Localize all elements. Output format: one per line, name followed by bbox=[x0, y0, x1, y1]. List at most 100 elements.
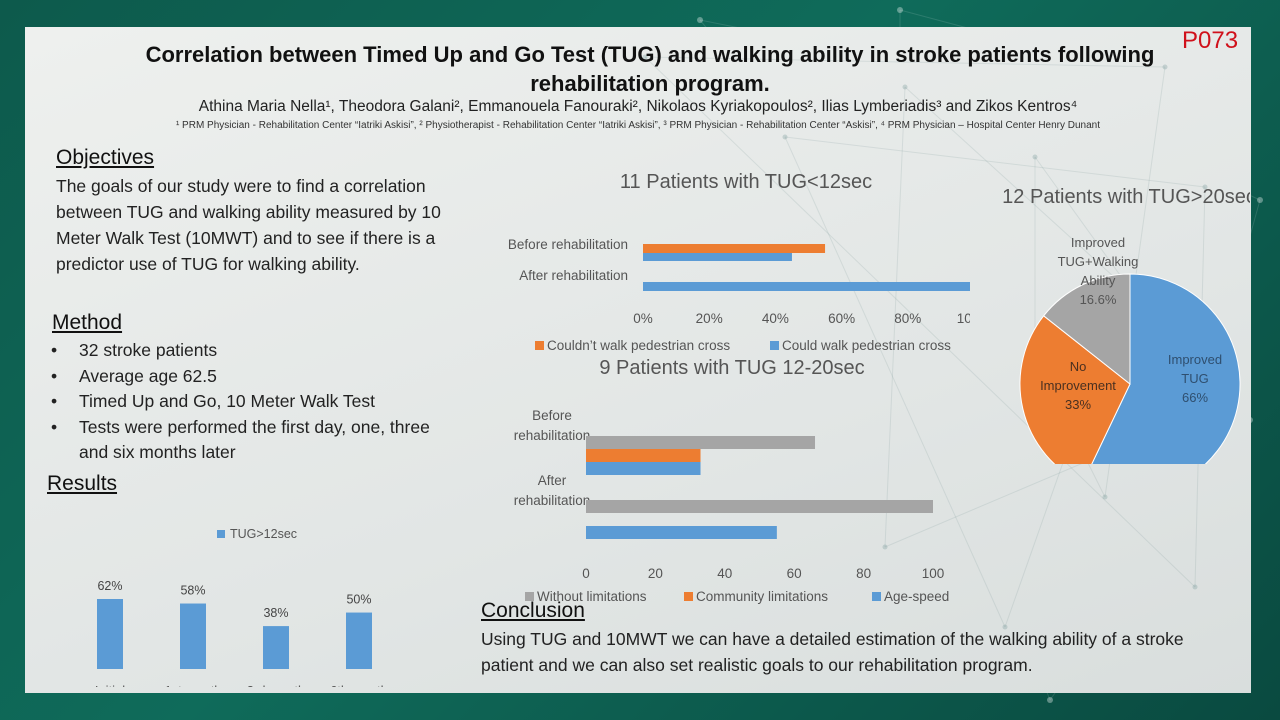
network-node bbox=[1257, 197, 1263, 203]
legend-swatch bbox=[217, 530, 225, 538]
legend-swatch bbox=[872, 592, 881, 601]
tick-label: 0% bbox=[633, 311, 653, 326]
category-label: After bbox=[538, 473, 567, 488]
network-node bbox=[1032, 154, 1038, 160]
poster-title: Correlation between Timed Up and Go Test… bbox=[145, 42, 1155, 96]
category-label: 1st month bbox=[164, 683, 221, 687]
data-label: 62% bbox=[97, 579, 122, 593]
network-node bbox=[1102, 494, 1108, 500]
network-node bbox=[1202, 184, 1208, 190]
slice-label: Improvement bbox=[1040, 378, 1116, 393]
tick-label: 80% bbox=[894, 311, 921, 326]
network-node bbox=[1192, 584, 1198, 590]
bar bbox=[586, 436, 816, 449]
poster-code: P073 bbox=[1182, 27, 1239, 54]
bar bbox=[586, 526, 777, 539]
bar bbox=[263, 626, 289, 669]
results-bar-chart: TUG>12sec 62% Initial 58% 1st month 38% 3rd mo… bbox=[95, 527, 388, 687]
slice-label: Ability bbox=[1081, 273, 1116, 288]
tug-under-12-chart: 11 Patients with TUG<12sec Before rehabil… bbox=[508, 171, 970, 353]
bar bbox=[346, 612, 372, 669]
network-node bbox=[897, 7, 903, 13]
legend-label: Without limitations bbox=[537, 589, 647, 604]
chart-title: 11 Patients with TUG<12sec bbox=[620, 171, 872, 193]
network-node bbox=[642, 54, 648, 60]
tick-label: 60 bbox=[787, 566, 802, 581]
legend-swatch bbox=[525, 592, 534, 601]
network-line bbox=[644, 56, 1166, 68]
affiliations: ¹ PRM Physician - Rehabilitation Center … bbox=[175, 120, 1101, 131]
network-line bbox=[784, 136, 1006, 628]
legend-label: Couldn’t walk pedestrian cross bbox=[547, 338, 730, 353]
data-label: 38% bbox=[263, 606, 288, 620]
authors: Athina Maria Nella¹, Theodora Galani², E… bbox=[198, 98, 1078, 115]
objectives-text: The goals of our study were to find a co… bbox=[56, 176, 441, 274]
category-label: Before bbox=[532, 408, 572, 423]
objectives-heading: Objectives bbox=[56, 146, 155, 169]
poster: Correlation between Timed Up and Go Test… bbox=[25, 27, 1251, 693]
bar bbox=[643, 244, 826, 253]
tug-12-20-chart: 9 Patients with TUG 12-20sec Before rehabi… bbox=[514, 357, 950, 604]
legend-swatch bbox=[770, 341, 779, 350]
tick-label: 100% bbox=[957, 311, 970, 326]
category-label: 3rd month bbox=[247, 683, 306, 687]
slice-label: Improved bbox=[1168, 352, 1222, 367]
pie-slice bbox=[1042, 273, 1131, 386]
slice-label: TUG+Walking bbox=[1058, 254, 1139, 269]
tug-over-20-pie-chart: 12 Patients with TUG>20sec Improved TUG 66%… bbox=[1002, 186, 1250, 464]
legend-label: Age-speed bbox=[884, 589, 949, 604]
tick-label: 0 bbox=[582, 566, 590, 581]
network-node bbox=[782, 134, 788, 140]
slice-label: 33% bbox=[1065, 397, 1091, 412]
legend-swatch bbox=[535, 341, 544, 350]
legend-swatch bbox=[684, 592, 693, 601]
method-item: 32 stroke patients bbox=[49, 338, 449, 364]
network-node bbox=[1047, 697, 1053, 703]
method-item: Tests were performed the first day, one,… bbox=[49, 415, 449, 466]
legend-label: Community limitations bbox=[696, 589, 828, 604]
category-label: Initial bbox=[95, 683, 125, 687]
category-label: rehabilitation bbox=[514, 428, 591, 443]
slice-label: 66% bbox=[1182, 390, 1208, 405]
network-line bbox=[904, 86, 1126, 288]
tick-label: 80 bbox=[856, 566, 871, 581]
method-item: Timed Up and Go, 10 Meter Walk Test bbox=[49, 389, 449, 415]
results-heading: Results bbox=[47, 472, 118, 495]
tick-label: 20% bbox=[696, 311, 723, 326]
network-line bbox=[784, 136, 1206, 188]
chart-title: 9 Patients with TUG 12-20sec bbox=[599, 357, 864, 379]
bar bbox=[643, 282, 970, 291]
network-node bbox=[1162, 64, 1168, 70]
bar bbox=[586, 500, 933, 513]
network-node bbox=[902, 84, 908, 90]
category-label: After rehabilitation bbox=[519, 268, 628, 283]
network-line bbox=[884, 86, 906, 548]
tick-label: 20 bbox=[648, 566, 663, 581]
tick-label: 40 bbox=[717, 566, 732, 581]
method-heading: Method bbox=[52, 311, 123, 334]
tick-label: 40% bbox=[762, 311, 789, 326]
bar bbox=[643, 253, 792, 261]
slice-label: TUG bbox=[1181, 371, 1208, 386]
pie-slice bbox=[1019, 315, 1131, 464]
category-label: 6th month bbox=[330, 683, 388, 687]
category-label: Before rehabilitation bbox=[508, 237, 628, 252]
network-node bbox=[697, 17, 703, 23]
bar bbox=[180, 603, 206, 669]
legend-label: Could walk pedestrian cross bbox=[782, 338, 951, 353]
network-node bbox=[882, 544, 888, 550]
method-item: Average age 62.5 bbox=[49, 364, 449, 390]
data-label: 50% bbox=[346, 593, 371, 607]
pie-slice bbox=[1091, 273, 1241, 464]
tick-label: 100 bbox=[922, 566, 945, 581]
slice-label: No bbox=[1070, 359, 1087, 374]
slice-label: 16.6% bbox=[1080, 292, 1117, 307]
legend-label: TUG>12sec bbox=[230, 527, 297, 541]
category-label: rehabilitation bbox=[514, 493, 591, 508]
network-line bbox=[644, 56, 1196, 588]
conclusion-text: Using TUG and 10MWT we can have a detail… bbox=[481, 629, 1184, 675]
data-label: 58% bbox=[180, 584, 205, 598]
slice-label: Improved bbox=[1071, 235, 1125, 250]
bar bbox=[97, 599, 123, 669]
network-node bbox=[1002, 624, 1008, 630]
